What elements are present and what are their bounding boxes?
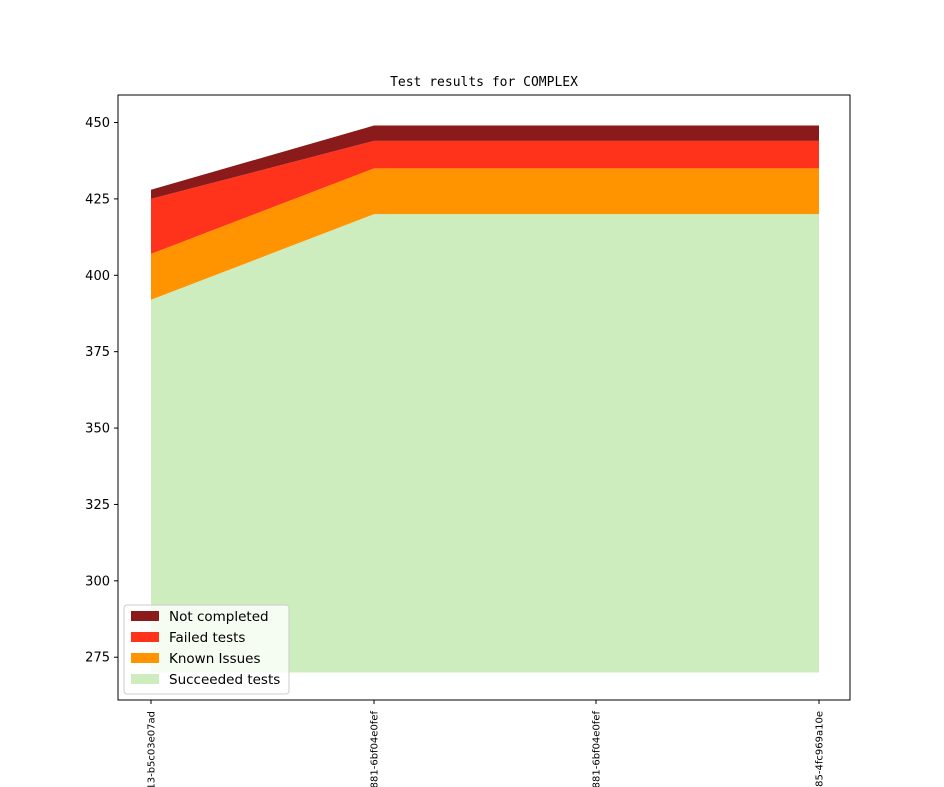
area-failed-tests — [151, 140, 819, 254]
plot-frame — [117, 94, 851, 701]
legend-swatch-failed-tests — [131, 632, 159, 642]
legend-label-succeeded-tests: Succeeded tests — [169, 672, 280, 688]
legend-label-failed-tests: Failed tests — [169, 630, 245, 646]
area-succeeded-tests — [151, 214, 819, 673]
legend-swatch-not-completed — [131, 611, 159, 621]
legend: Not completed Failed tests Known Issues Suc… — [123, 604, 290, 695]
y-tick-label: 275 — [85, 651, 110, 666]
legend-swatch-succeeded-tests — [131, 674, 159, 684]
y-tick-label: 350 — [85, 422, 110, 437]
area-layers — [151, 125, 819, 673]
x-tick-label: 85-4fc969a10e — [815, 711, 826, 787]
x-tick-label: 13-b5c03e07ad — [147, 711, 158, 787]
y-tick-label: 450 — [85, 116, 110, 131]
legend-label-not-completed: Not completed — [169, 609, 269, 625]
y-tick-label: 325 — [85, 498, 110, 513]
legend-swatch-known-issues — [131, 653, 159, 663]
y-axis: 275 300 325 350 375 400 425 450 — [85, 116, 118, 666]
y-tick-label: 375 — [85, 345, 110, 360]
y-tick-label: 425 — [85, 192, 110, 207]
x-axis: 13-b5c03e07ad 881-6bf04e0fef 881-6bf04e0fe… — [147, 700, 826, 787]
legend-box — [123, 604, 290, 695]
area-known-issues — [151, 168, 819, 300]
y-tick-label: 400 — [85, 269, 110, 284]
x-tick-label: 881-6bf04e0fef — [592, 711, 603, 787]
area-not-completed — [151, 125, 819, 199]
x-tick-label: 881-6bf04e0fef — [370, 711, 381, 787]
chart-title: Test results for COMPLEX — [390, 75, 578, 90]
y-tick-label: 300 — [85, 574, 110, 589]
legend-label-known-issues: Known Issues — [169, 651, 261, 667]
